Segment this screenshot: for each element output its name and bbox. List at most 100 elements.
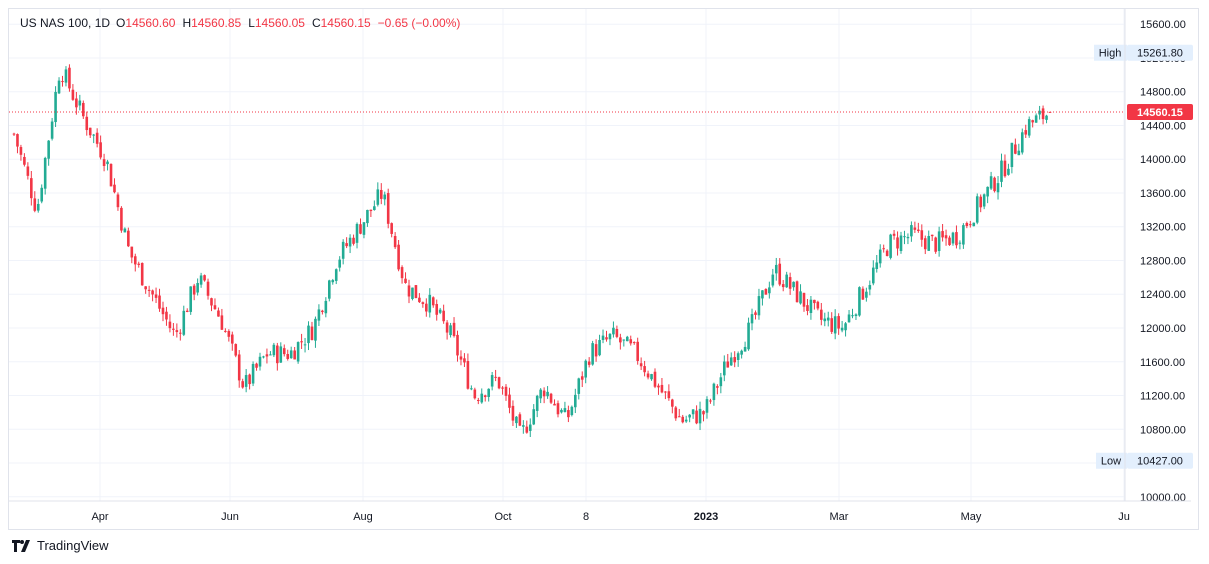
candle-body — [567, 410, 570, 418]
candle — [553, 399, 556, 406]
candle — [449, 322, 452, 338]
candle-body — [407, 285, 411, 297]
candle-body — [826, 317, 830, 321]
candle — [435, 299, 439, 321]
candle-body — [840, 327, 844, 331]
candle-body — [605, 337, 608, 340]
price-tick-label: 14000.00 — [1140, 154, 1186, 166]
time-tick-label: Oct — [494, 511, 511, 523]
candle-body — [993, 177, 996, 192]
candle-body — [515, 416, 518, 424]
candle — [317, 304, 321, 326]
candle — [466, 353, 470, 390]
candle-body — [1020, 132, 1024, 153]
candle-body — [1014, 144, 1017, 154]
candle — [369, 209, 373, 218]
price-tick-label: 14800.00 — [1140, 87, 1186, 99]
candle — [130, 246, 134, 264]
candle — [321, 309, 324, 315]
candle — [567, 405, 570, 423]
candle — [490, 371, 494, 391]
candle-body — [1007, 168, 1010, 175]
candle — [882, 244, 885, 253]
candle-body — [158, 295, 161, 309]
candle-body — [522, 425, 525, 427]
candle-body — [459, 356, 463, 360]
candle — [182, 305, 186, 337]
candle — [314, 316, 317, 348]
candle-body — [43, 157, 47, 189]
candle — [522, 420, 525, 434]
candle — [54, 86, 57, 127]
candle — [224, 328, 227, 333]
candle-body — [972, 222, 976, 227]
candle — [903, 230, 906, 245]
candle-body — [390, 223, 393, 234]
candle-body — [747, 322, 750, 350]
candle-body — [716, 386, 719, 388]
candle-body — [906, 236, 910, 239]
candle-body — [813, 299, 816, 304]
candle — [667, 384, 671, 401]
candle-body — [903, 236, 906, 238]
candle — [282, 344, 286, 357]
candle-body — [899, 235, 903, 252]
price-tick-label: 11600.00 — [1140, 357, 1185, 369]
candle-body — [300, 341, 303, 343]
candle — [736, 351, 740, 367]
candle — [799, 284, 802, 305]
candle — [944, 229, 948, 246]
candle — [241, 378, 244, 389]
candle-body — [969, 224, 972, 226]
candle — [702, 410, 705, 422]
candle-body — [328, 280, 331, 299]
candle — [140, 262, 144, 286]
candle — [99, 135, 102, 160]
candle — [255, 362, 258, 371]
candle — [809, 295, 813, 320]
candle-body — [691, 409, 695, 415]
candle-body — [36, 203, 40, 211]
candle — [445, 320, 449, 340]
chart-frame — [8, 8, 1199, 530]
tradingview-logo[interactable]: TradingView — [12, 538, 109, 553]
candle-body — [674, 407, 678, 419]
time-axis[interactable]: Apr Jun Aug Oct 8 2023 Mar May Ju — [9, 500, 1191, 523]
candle-body — [182, 310, 186, 335]
candle-body — [615, 328, 619, 337]
candle-body — [743, 346, 747, 352]
candle-body — [570, 406, 574, 416]
price-axis[interactable]: 10000.0010400.0010800.0011200.0011600.00… — [1124, 9, 1193, 504]
candle — [501, 386, 504, 395]
candle — [88, 127, 92, 138]
candle-body — [695, 410, 698, 424]
candle-body — [535, 395, 539, 411]
candle — [580, 371, 584, 388]
candle — [307, 321, 310, 351]
price-tick-label: 12000.00 — [1140, 323, 1186, 335]
candle — [373, 200, 376, 211]
candle — [601, 329, 605, 344]
candle — [861, 286, 865, 300]
candle-body — [653, 371, 657, 387]
candle — [414, 284, 418, 299]
candle-body — [920, 230, 924, 240]
high-label-box — [1094, 44, 1127, 61]
candle — [1045, 114, 1048, 124]
candle-body — [847, 314, 851, 323]
candle — [958, 240, 962, 250]
candle-body — [868, 285, 872, 290]
candle — [1010, 142, 1014, 174]
candle-body — [771, 274, 775, 286]
candle-body — [487, 388, 490, 397]
candle — [1000, 153, 1003, 188]
candle-body — [975, 196, 979, 223]
candle — [972, 222, 976, 227]
candle — [57, 77, 61, 95]
candle-body — [875, 262, 879, 270]
candle-body — [203, 275, 206, 281]
candle-body — [497, 377, 501, 389]
candle — [494, 369, 497, 382]
price-overlay: High Low — [9, 44, 1127, 469]
